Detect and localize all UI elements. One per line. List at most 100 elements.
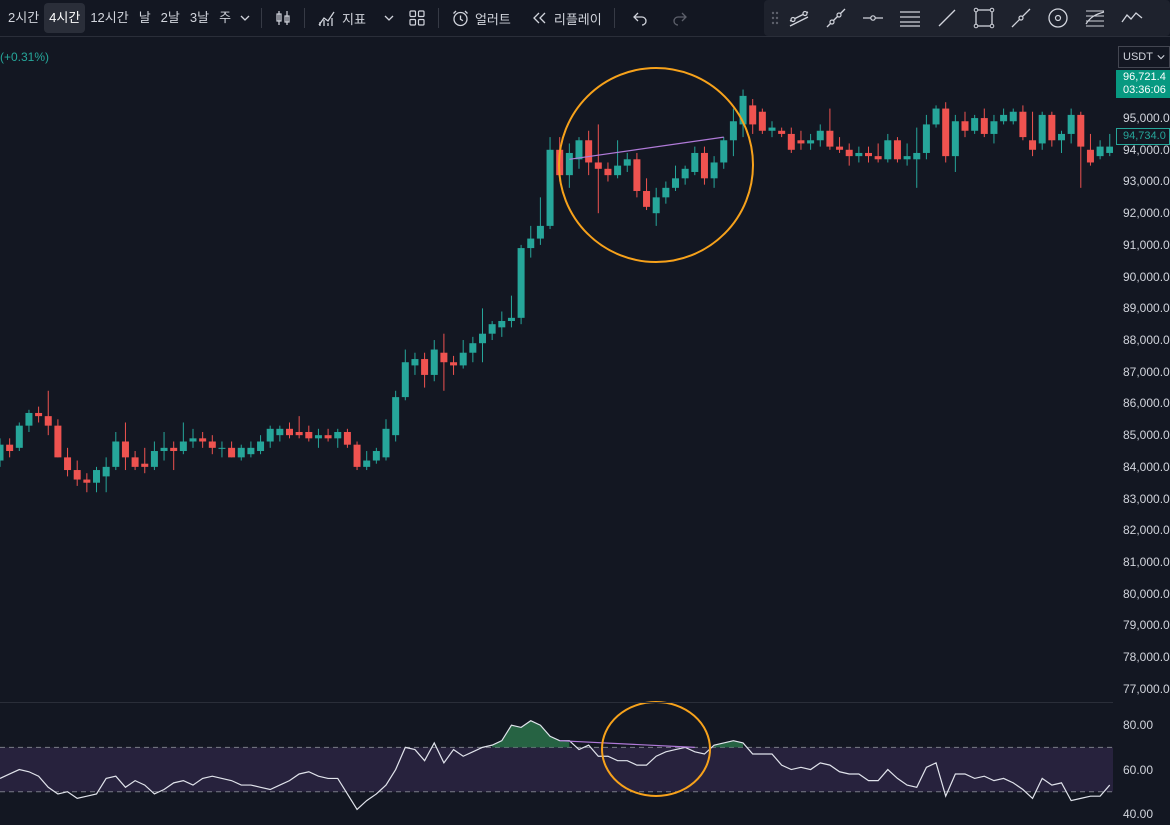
indicators-icon [318, 11, 335, 26]
candle-body [720, 140, 728, 163]
candle-body [372, 451, 380, 461]
candle-body [768, 127, 776, 131]
candle-body [874, 156, 882, 160]
timeframe-2[interactable]: 4시간 [44, 3, 86, 33]
candle-body [64, 457, 72, 471]
candle-body [0, 444, 4, 461]
candle-body [1009, 111, 1017, 122]
currency-label: USDT [1123, 51, 1153, 63]
price-chart[interactable] [0, 37, 1113, 825]
candle-body [527, 238, 535, 249]
candle-body [681, 168, 689, 179]
candle-body [459, 352, 467, 366]
price-tick: 87,000.0 [1123, 364, 1170, 379]
candle-body [1058, 133, 1065, 141]
redo-icon [673, 12, 687, 26]
candle-body [517, 248, 525, 318]
candle-body [787, 133, 795, 150]
last-price-value: 96,721.4 [1123, 71, 1166, 83]
currency-selector[interactable]: USDT [1118, 46, 1170, 68]
rectangle-tool[interactable] [965, 0, 1002, 36]
timeframe-4[interactable]: 날 [138, 10, 151, 25]
candle-body [353, 444, 361, 467]
candle-body [392, 397, 400, 436]
candle-body [865, 152, 872, 157]
parallel-channel-tool[interactable] [891, 0, 928, 36]
path-tool[interactable] [1002, 0, 1039, 36]
candle-body [536, 225, 544, 239]
trend-line-tool[interactable] [780, 0, 817, 36]
candle-body [247, 447, 255, 455]
candle-body [913, 152, 921, 160]
price-divergence-circle [558, 67, 754, 263]
chevron-down-icon [384, 15, 394, 21]
candle-body [1077, 114, 1085, 147]
candle-body [971, 118, 979, 131]
rsi-line [0, 720, 1111, 811]
replay-button[interactable]: 리플레이 [526, 3, 607, 33]
candle-body [729, 121, 737, 141]
timeframe-1[interactable]: 2시간 [8, 10, 40, 25]
price-tick: 89,000.0 [1123, 301, 1170, 316]
candle-body [44, 416, 52, 426]
fib-tool[interactable] [1076, 0, 1113, 36]
drag-handle-icon[interactable] [770, 10, 780, 26]
candle-body [623, 159, 631, 166]
candle-body [845, 149, 853, 157]
circle-tool[interactable] [1039, 0, 1076, 36]
price-tick: 77,000.0 [1123, 681, 1170, 696]
candle-body [469, 343, 477, 353]
price-tick: 92,000.0 [1123, 206, 1170, 221]
redo-button[interactable] [666, 3, 694, 33]
bar-countdown: 03:36:06 [1123, 84, 1166, 96]
chart-type-button[interactable] [269, 3, 297, 33]
candle-body [922, 124, 930, 153]
candle-body [266, 428, 274, 442]
candle-body [421, 359, 429, 375]
rsi-divergence-line [559, 740, 695, 748]
candle-body [314, 435, 322, 439]
indicators-dropdown[interactable] [379, 3, 399, 33]
candle-body [643, 191, 651, 207]
timeframe-6[interactable]: 3날 [189, 10, 210, 25]
price-tick: 94,000.0 [1123, 142, 1170, 157]
candle-body [884, 140, 892, 160]
layouts-button[interactable] [403, 3, 431, 33]
price-tick: 93,000.0 [1123, 174, 1170, 189]
candle-body [1096, 146, 1104, 157]
candle-body [440, 352, 448, 363]
timeframe-7[interactable]: 주 [219, 10, 232, 25]
indicators-button[interactable]: 지표 [312, 3, 371, 33]
horizontal-ray-tool[interactable] [854, 0, 891, 36]
timeframe-5[interactable]: 2날 [160, 10, 180, 25]
alarm-clock-icon [453, 10, 468, 26]
line-icon [938, 9, 955, 27]
undo-button[interactable] [626, 3, 654, 33]
candle-body [382, 428, 390, 458]
candle-body [807, 140, 815, 144]
candle-body [199, 438, 207, 442]
pane-separator[interactable] [0, 702, 1113, 703]
timeframe-3[interactable]: 12시간 [90, 10, 129, 25]
candle-body [131, 457, 139, 467]
price-axis[interactable]: 95,000.0 94,000.0 93,000.0 92,000.0 91,000.0… [1113, 37, 1170, 825]
candle-body [980, 118, 988, 134]
candle-body [826, 130, 834, 147]
candle-body [430, 349, 438, 375]
rsi-tick: 80.00 [1123, 718, 1154, 733]
candle-body [816, 130, 824, 141]
alerts-button[interactable]: 얼러트 [446, 3, 516, 33]
candle-body [218, 447, 226, 449]
brush-tool[interactable] [1113, 0, 1150, 36]
rectangle-icon [973, 7, 994, 29]
ray-tool[interactable] [817, 0, 854, 36]
candle-body [450, 362, 458, 366]
candle-body [507, 317, 515, 322]
candle-body [401, 362, 409, 398]
horizontal-ray-icon [862, 15, 883, 21]
timeframe-dropdown[interactable] [236, 3, 254, 33]
candle-body [121, 441, 129, 458]
line-tool[interactable] [928, 0, 965, 36]
candle-body [942, 108, 950, 157]
rsi-band [0, 747, 1113, 792]
